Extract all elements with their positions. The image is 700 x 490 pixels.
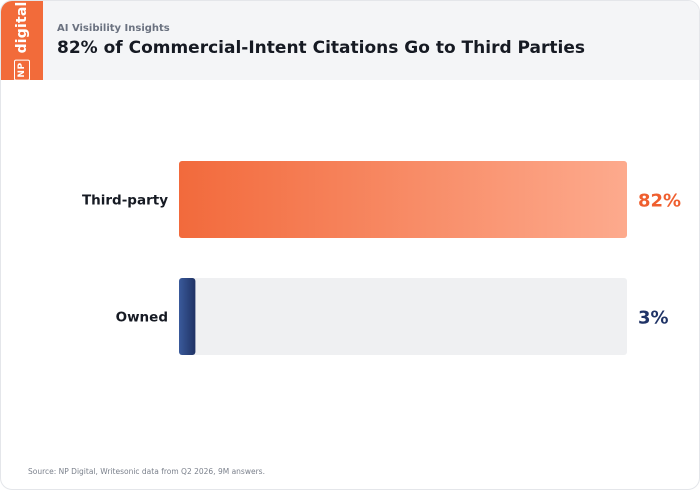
category-label-third-party: Third-party: [82, 193, 168, 209]
np-digital-logo: NP digital: [1, 0, 43, 81]
bar-owned: [179, 278, 196, 355]
bar-track-owned: [179, 278, 627, 355]
value-label-third-party: 82%: [638, 191, 681, 212]
value-label-owned: 3%: [638, 308, 669, 329]
logo-box-text: NP: [14, 58, 30, 81]
eyebrow-label: AI Visibility Insights: [57, 23, 170, 34]
logo-word: digital: [14, 0, 30, 53]
category-label-owned: Owned: [116, 310, 168, 326]
bar-third-party: [179, 161, 627, 238]
bar-chart: Third-party 82% Owned 3%: [82, 161, 681, 355]
source-note: Source: NP Digital, Writesonic data from…: [28, 467, 265, 476]
chart-title: 82% of Commercial-Intent Citations Go to…: [57, 38, 585, 58]
logo-text: NP digital: [14, 0, 30, 81]
header: NP digital AI Visibility Insights 82% of…: [1, 0, 699, 81]
